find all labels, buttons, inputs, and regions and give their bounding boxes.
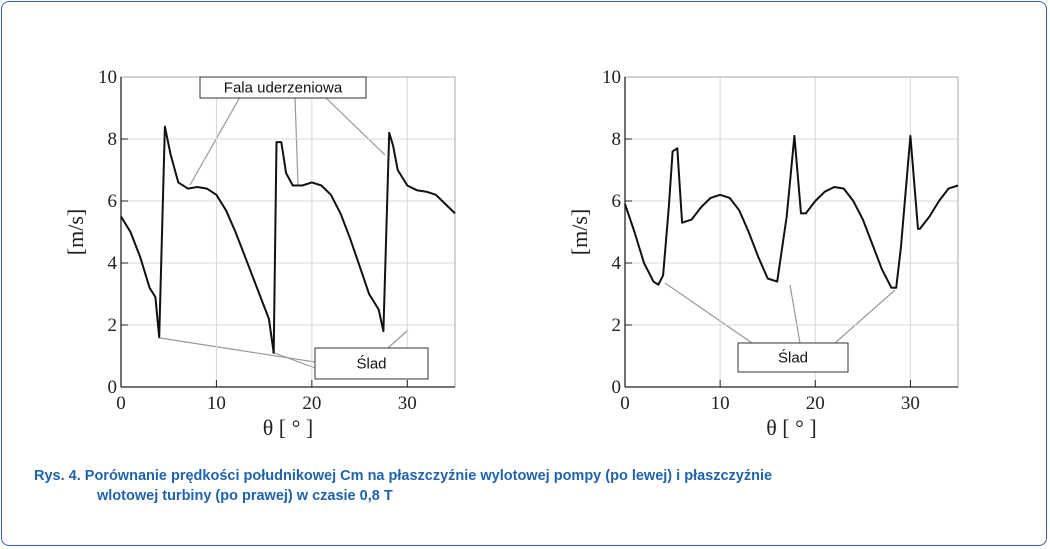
y-tick-label: 8 (108, 129, 118, 150)
x-tick-label: 30 (398, 393, 417, 414)
y-tick-label: 10 (98, 67, 117, 88)
y-tick-label: 4 (108, 253, 118, 274)
y-tick-label: 10 (602, 67, 621, 88)
annotation: Ślad (778, 349, 808, 367)
annotation: Fala uderzeniowa (224, 80, 343, 97)
y-tick-label: 8 (612, 129, 622, 150)
plot-frame (624, 76, 959, 388)
caption-text: wlotowej turbiny (po prawej) w czasie 0,… (97, 488, 393, 504)
plot-frame (120, 76, 456, 388)
data-line (624, 134, 959, 289)
x-tick-label: 0 (116, 393, 126, 414)
data-line (120, 125, 456, 354)
y-tick-label: 2 (108, 315, 118, 336)
caption-text: Porównanie prędkości południkowej Cm na … (84, 468, 773, 484)
y-tick-label: 0 (108, 377, 118, 398)
x-tick-label: 10 (207, 393, 226, 414)
y-tick-label: 2 (612, 315, 622, 336)
annotation: Ślad (356, 355, 386, 373)
x-tick-label: 20 (806, 393, 825, 414)
x-axis-label: θ [ ° ] (766, 415, 817, 440)
annotation-box (737, 342, 849, 373)
annotation-box (314, 347, 429, 380)
caption: Rys. 4. Porównanie prędkości południkowe… (34, 466, 772, 506)
y-axis-label: [m/s] (63, 209, 88, 255)
leader-lines (159, 96, 896, 369)
y-tick-label: 6 (108, 191, 118, 212)
y-tick-label: 0 (612, 377, 622, 398)
x-tick-label: 30 (901, 393, 920, 414)
x-tick-label: 20 (302, 393, 321, 414)
x-tick-label: 10 (711, 393, 730, 414)
caption-label: Rys. 4. (34, 468, 81, 484)
y-tick-label: 4 (612, 253, 622, 274)
x-tick-label: 0 (620, 393, 630, 414)
y-tick-label: 6 (612, 191, 622, 212)
annotation-box (199, 76, 367, 99)
x-axis-label: θ [ ° ] (263, 415, 314, 440)
y-axis-label: [m/s] (567, 209, 592, 255)
